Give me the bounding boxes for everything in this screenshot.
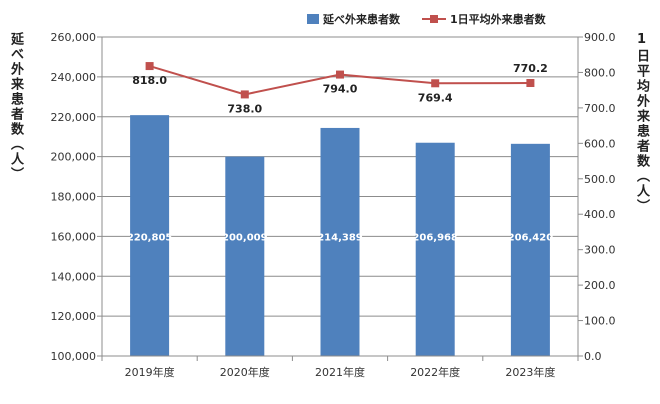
y-left-tick-label: 240,000 — [51, 71, 97, 84]
bar-series — [130, 115, 550, 357]
legend: 延べ外来患者数 1日平均外来患者数 — [307, 12, 547, 26]
x-tick-label: 2022年度 — [410, 365, 460, 379]
line-value-label: 738.0 — [227, 102, 262, 115]
line-point — [336, 70, 344, 79]
y-left-tick-label: 160,000 — [51, 230, 97, 243]
y-left-tick-label: 140,000 — [51, 270, 97, 283]
y-axis-right-title: 1日平均外来患者数（人） — [634, 32, 649, 214]
bar-value-label: 206,968 — [412, 232, 458, 243]
y-left-tick-label: 200,000 — [51, 151, 97, 164]
bar — [130, 115, 170, 356]
y-left-tick-label: 120,000 — [51, 310, 97, 323]
y-right-tick-label: 900.0 — [584, 31, 616, 44]
line-series — [145, 62, 535, 99]
x-tick-label: 2019年度 — [125, 365, 175, 379]
line-point — [240, 90, 249, 99]
x-tick-label: 2020年度 — [220, 365, 270, 379]
bar — [415, 142, 455, 356]
y-axis-left-title: 延べ外来患者数（人） — [8, 32, 23, 182]
y-left-tick-label: 220,000 — [51, 111, 97, 124]
y-right-tick-label: 700.0 — [584, 102, 616, 115]
axes: 100,000 120,000 140,000 160,000 180,000 200,0… — [51, 31, 616, 379]
y-right-tick-label: 800.0 — [584, 66, 616, 79]
y-right-tick-label: 300.0 — [584, 244, 616, 257]
y-left-tick-label: 260,000 — [51, 31, 97, 44]
line-value-label: 794.0 — [323, 83, 358, 96]
legend-label-bar: 延べ外来患者数 — [322, 12, 401, 26]
line-value-label: 818.0 — [132, 74, 167, 87]
bar-value-label: 214,389 — [317, 232, 363, 243]
line-value-label: 769.4 — [418, 91, 453, 104]
line-point — [431, 79, 440, 88]
y-right-tick-label: 400.0 — [584, 208, 616, 221]
y-right-tick-label: 100.0 — [584, 315, 616, 328]
y-right-tick-label: 0.0 — [584, 350, 602, 363]
legend-label-line: 1日平均外来患者数 — [450, 12, 547, 26]
y-right-tick-label: 500.0 — [584, 173, 616, 186]
x-tick-label: 2023年度 — [505, 365, 555, 379]
bar-value-label: 220,805 — [127, 232, 173, 243]
bar — [510, 143, 550, 356]
bar-value-label: 200,009 — [222, 232, 268, 243]
legend-swatch-bar — [307, 14, 319, 24]
line-point — [526, 79, 535, 88]
line-point — [145, 62, 154, 71]
bar-value-label: 206,420 — [508, 232, 554, 243]
y-right-tick-label: 600.0 — [584, 137, 616, 150]
bar — [225, 156, 265, 356]
x-tick-label: 2021年度 — [315, 365, 365, 379]
data-labels: 220,805 200,009 214,389 206,968 206,420 818.0… — [127, 62, 553, 243]
line-value-label: 770.2 — [513, 62, 548, 75]
legend-marker-line — [430, 15, 438, 23]
y-left-tick-label: 100,000 — [51, 350, 97, 363]
y-right-tick-label: 200.0 — [584, 279, 616, 292]
y-left-tick-label: 180,000 — [51, 191, 97, 204]
bar — [320, 127, 360, 357]
